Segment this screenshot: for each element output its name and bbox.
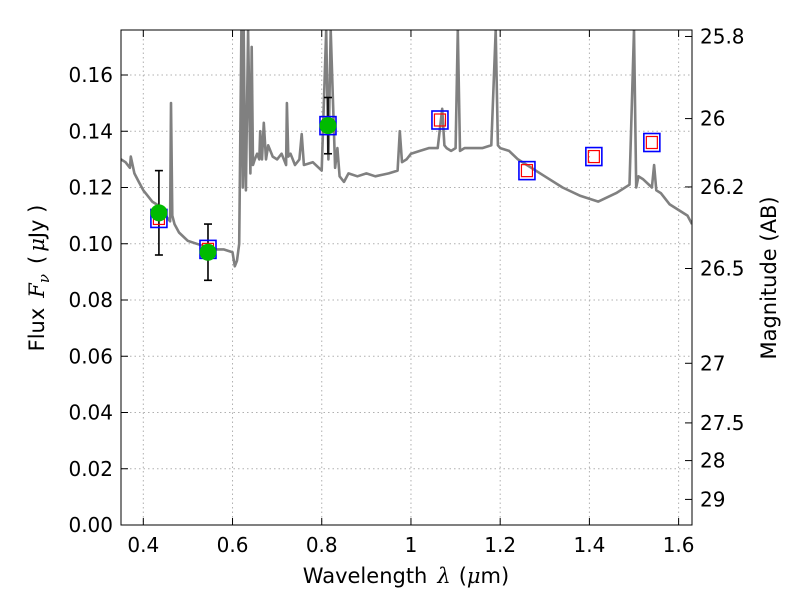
observed-point — [319, 117, 337, 135]
x-tick-label: 0.4 — [127, 533, 159, 557]
model-line — [121, 30, 692, 268]
y2-tick-label: 25.8 — [700, 24, 745, 48]
ticks — [121, 30, 692, 526]
model-photometry-box — [585, 146, 603, 167]
y-tick-label: 0.12 — [68, 176, 113, 200]
y-tick-label: 0.14 — [68, 119, 113, 143]
y-tick-label: 0.02 — [68, 457, 113, 481]
observed-point — [150, 204, 168, 222]
y2-tick-label: 26.2 — [700, 175, 745, 199]
y-tick-label: 0.10 — [68, 232, 113, 256]
y2-tick-label: 28 — [700, 449, 725, 473]
y2-tick-label: 27 — [700, 351, 725, 375]
model-photometry-box-inner — [587, 149, 600, 164]
model-photometry-box-inner — [520, 164, 534, 178]
model-photometry-box — [431, 110, 449, 130]
observed-point — [199, 243, 217, 261]
model-photometry-box-inner — [645, 135, 658, 150]
tick-labels: 0.4 0.6 0.8 1 1.2 1.4 1.6 0.00 0.02 0.04 0.06 0.08 0… — [68, 24, 744, 557]
y2-tick-label: 26 — [700, 107, 725, 131]
model-photometry-box-inner — [433, 113, 447, 127]
plot-frame — [120, 29, 693, 526]
x-tick-label: 0.6 — [217, 533, 249, 557]
x-axis-label: Wavelength λ (μm) — [303, 564, 509, 588]
y-tick-label: 0.04 — [68, 401, 113, 425]
y-tick-label: 0.00 — [68, 513, 113, 537]
grid — [121, 30, 692, 526]
model-photometry-box — [518, 160, 536, 181]
x-tick-label: 1.4 — [573, 533, 605, 557]
y-axis-label: FluxFν(μJy ) — [25, 205, 53, 352]
y-tick-label: 0.08 — [68, 288, 113, 312]
x-tick-label: 0.8 — [306, 533, 338, 557]
y-tick-label: 0.06 — [68, 344, 113, 368]
x-tick-label: 1.2 — [484, 533, 516, 557]
y2-tick-label: 26.5 — [700, 257, 745, 281]
y-tick-label: 0.16 — [68, 63, 113, 87]
model-spectrum — [121, 30, 692, 268]
x-tick-label: 1.6 — [663, 533, 695, 557]
photometry-markers — [150, 96, 661, 282]
y2-axis-label: Magnitude (AB) — [757, 196, 781, 359]
model-photometry-box — [643, 132, 661, 153]
x-tick-label: 1 — [405, 533, 418, 557]
y2-tick-label: 27.5 — [700, 411, 745, 435]
y2-tick-label: 29 — [700, 487, 725, 511]
